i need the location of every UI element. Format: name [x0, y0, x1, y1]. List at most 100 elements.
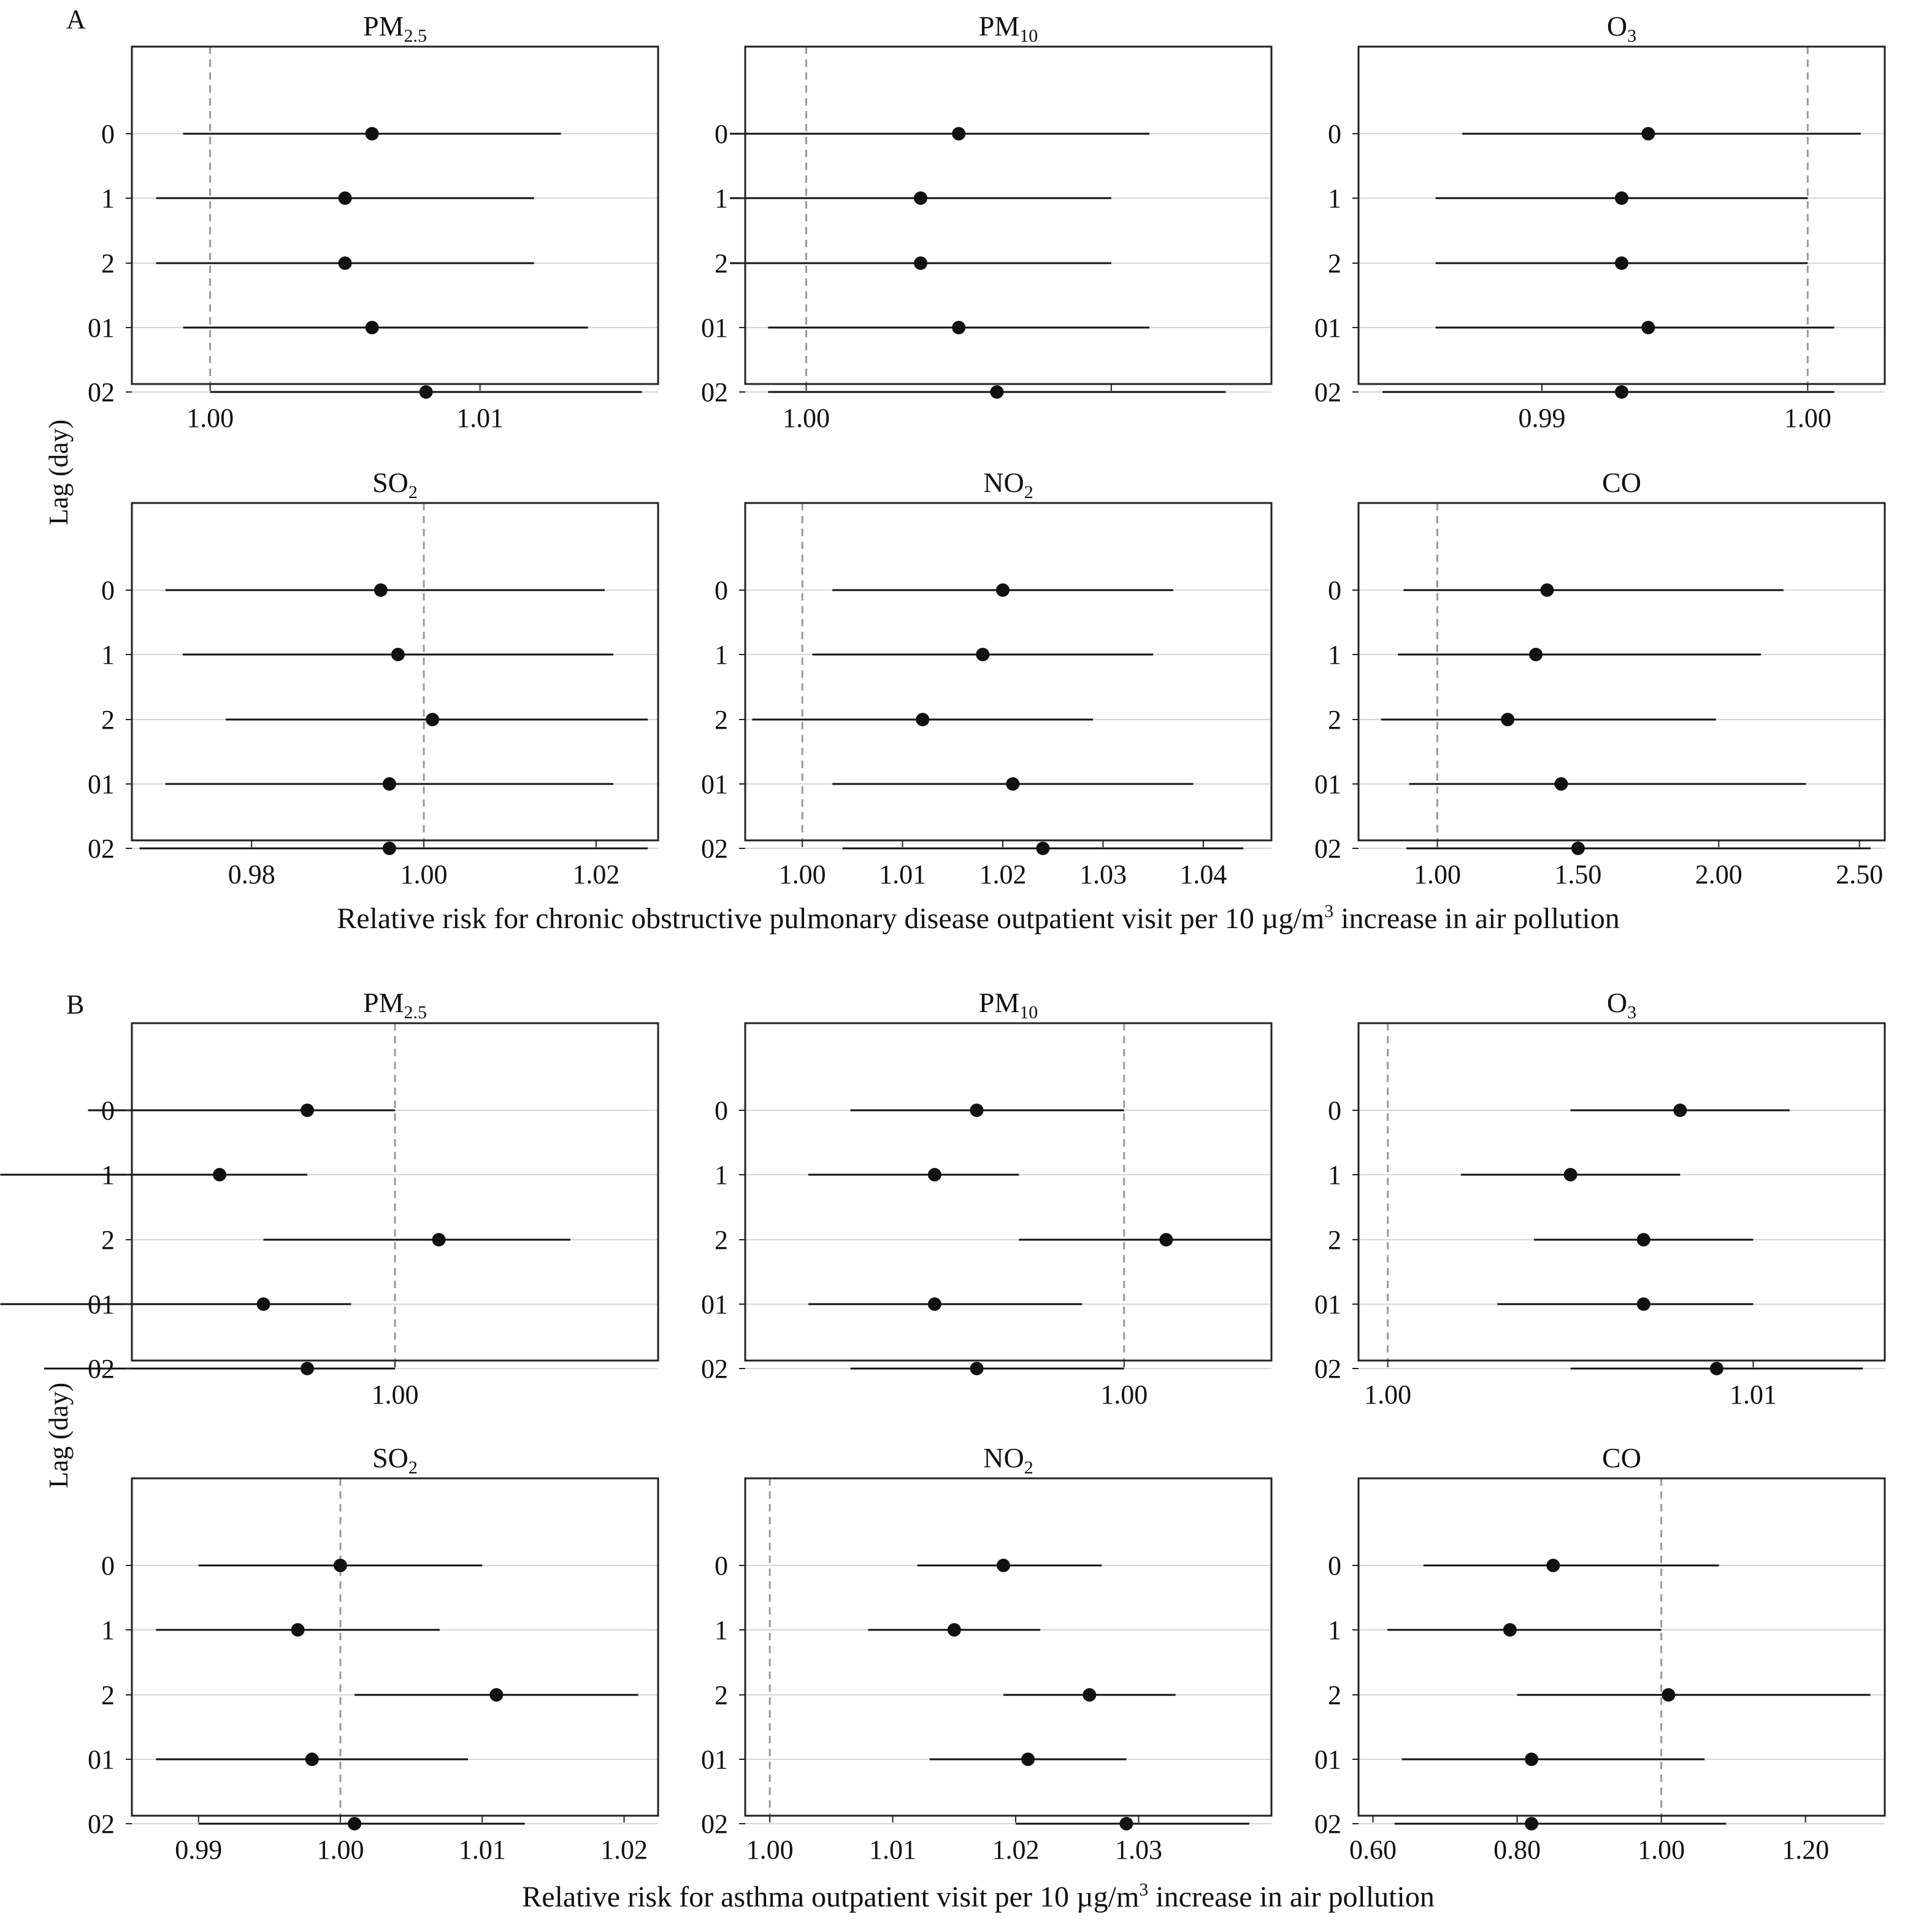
panel-title: NO2 — [983, 467, 1033, 502]
point-estimate — [1709, 1362, 1723, 1375]
point-estimate — [301, 1362, 314, 1375]
lag-tick-label: 0 — [715, 1551, 728, 1581]
x-tick-label: 0.98 — [228, 859, 275, 889]
lag-tick-label: 1 — [101, 1160, 115, 1190]
x-tick-label: 1.00 — [783, 403, 830, 433]
lag-tick-label: 02 — [701, 1809, 728, 1839]
lag-tick-label: 0 — [101, 1096, 115, 1126]
point-estimate — [914, 256, 927, 270]
x-tick-label: 2.50 — [1836, 859, 1883, 889]
section-label-a: A — [66, 4, 86, 34]
point-estimate — [1554, 777, 1568, 791]
point-estimate — [1673, 1104, 1687, 1117]
lag-tick-label: 1 — [101, 1615, 115, 1645]
point-estimate — [996, 583, 1010, 597]
lag-tick-label: 01 — [701, 313, 728, 343]
x-tick-label: 0.60 — [1349, 1835, 1397, 1865]
point-estimate — [365, 321, 379, 334]
lag-tick-label: 2 — [1328, 248, 1341, 278]
lag-tick-label: 1 — [1328, 640, 1341, 670]
panel-frame — [744, 45, 1273, 385]
x-tick-label: 1.01 — [879, 859, 926, 889]
lag-tick-label: 0 — [715, 1096, 728, 1126]
y-axis-label-top: Lag (day) — [44, 420, 74, 525]
lag-tick-label: 02 — [701, 834, 728, 864]
panel-title: O3 — [1607, 10, 1636, 46]
panel-frame — [1357, 1477, 1886, 1817]
panel-frame — [1357, 502, 1886, 842]
lag-tick-label: 2 — [1328, 705, 1341, 735]
lag-tick-label: 1 — [1328, 1160, 1341, 1190]
lag-tick-label: 2 — [101, 1680, 115, 1710]
panel-frame — [131, 1477, 659, 1817]
lag-tick-label: 02 — [1314, 377, 1341, 407]
point-estimate — [1501, 713, 1515, 726]
lag-tick-label: 0 — [1328, 575, 1341, 605]
point-estimate — [426, 713, 440, 726]
lag-tick-label: 0 — [101, 1551, 115, 1581]
point-estimate — [996, 1559, 1010, 1572]
x-tick-label: 1.01 — [869, 1835, 916, 1865]
lag-tick-label: 0 — [715, 119, 728, 149]
lag-tick-label: 01 — [1314, 1745, 1341, 1775]
x-tick-label: 1.00 — [1364, 1380, 1411, 1410]
x-tick-label: 0.99 — [1519, 403, 1566, 433]
x-tick-label: 1.01 — [456, 403, 504, 433]
x-tick-label: 1.20 — [1782, 1835, 1829, 1865]
panel-title: O3 — [1607, 987, 1636, 1023]
point-estimate — [1571, 842, 1585, 855]
lag-tick-label: 01 — [88, 769, 115, 799]
panel-title: PM2.5 — [363, 10, 427, 46]
x-tick-label: 1.02 — [572, 859, 619, 889]
lag-tick-label: 1 — [715, 640, 728, 670]
point-estimate — [419, 385, 433, 399]
point-estimate — [990, 385, 1004, 399]
x-tick-label: 1.00 — [746, 1835, 794, 1865]
x-tick-label: 1.00 — [316, 1835, 364, 1865]
point-estimate — [213, 1168, 226, 1181]
point-estimate — [976, 648, 990, 661]
x-tick-label: 1.01 — [1730, 1380, 1777, 1410]
point-estimate — [348, 1817, 362, 1830]
lag-tick-label: 0 — [1328, 119, 1341, 149]
point-estimate — [1503, 1623, 1517, 1637]
lag-tick-label: 02 — [88, 1354, 115, 1384]
point-estimate — [305, 1753, 319, 1766]
panel-frame — [131, 45, 659, 385]
point-estimate — [382, 842, 396, 855]
x-tick-label: 2.00 — [1695, 859, 1742, 889]
point-estimate — [1119, 1817, 1133, 1830]
point-estimate — [970, 1362, 984, 1375]
panel-frame — [1357, 45, 1886, 385]
lag-tick-label: 02 — [88, 1809, 115, 1839]
point-estimate — [1563, 1168, 1577, 1181]
lag-tick-label: 0 — [1328, 1096, 1341, 1126]
lag-tick-label: 2 — [101, 248, 115, 278]
lag-tick-label: 01 — [701, 1745, 728, 1775]
point-estimate — [1525, 1753, 1539, 1766]
panel-title: PM10 — [979, 10, 1038, 46]
point-estimate — [1529, 648, 1543, 661]
point-estimate — [432, 1233, 446, 1246]
lag-tick-label: 02 — [88, 834, 115, 864]
lag-tick-label: 01 — [88, 1745, 115, 1775]
point-estimate — [1159, 1233, 1173, 1246]
x-tick-label: 1.00 — [1638, 1835, 1685, 1865]
lag-tick-label: 0 — [101, 575, 115, 605]
point-estimate — [1036, 842, 1050, 855]
lag-tick-label: 2 — [715, 1680, 728, 1710]
lag-tick-label: 2 — [101, 705, 115, 735]
lag-tick-label: 0 — [1328, 1551, 1341, 1581]
lag-tick-label: 1 — [101, 640, 115, 670]
lag-tick-label: 02 — [88, 377, 115, 407]
lag-tick-label: 02 — [701, 1354, 728, 1384]
x-tick-label: 0.80 — [1493, 1835, 1541, 1865]
panel-title: CO — [1602, 467, 1641, 498]
point-estimate — [1615, 385, 1628, 399]
